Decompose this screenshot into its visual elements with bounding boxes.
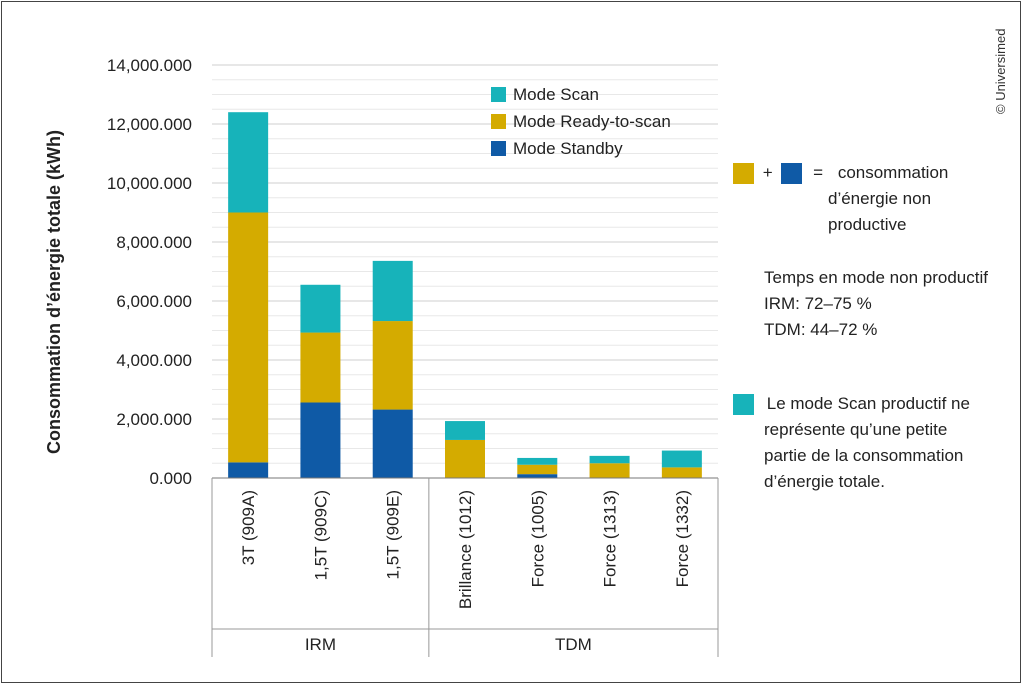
scan-note: Le mode Scan productif ne représente qu’… (733, 391, 970, 495)
time-tdm: TDM: 44–72 % (764, 320, 878, 339)
copyright-text: © Universimed (993, 29, 1008, 114)
x-tick-label: Force (1332) (673, 490, 692, 587)
y-tick-labels: 0.000 2,000.000 4,000.000 6,000.000 8,000.00… (107, 56, 192, 488)
bar-segment-mode-ready-to-scan (372, 321, 413, 410)
legend-swatch (491, 87, 506, 102)
x-tick-labels: 3T (909A) 1,5T (909C) 1,5T (909E) Brillance… (239, 490, 692, 609)
legend-swatch (491, 141, 506, 156)
non-productive-line-3: productive (828, 215, 907, 234)
bar-segment-mode-scan (589, 455, 630, 464)
scan-note-line-1: Le mode Scan productif ne (766, 394, 970, 413)
bar-segment-mode-standby (517, 474, 558, 478)
bar-segment-mode-standby (372, 409, 413, 478)
y-tick-label: 14,000.000 (107, 56, 192, 75)
x-tick-label: Force (1313) (601, 490, 620, 587)
scan-note-line-2: représente qu’une petite (764, 420, 948, 439)
group-label: TDM (555, 635, 592, 654)
x-tick-label: Force (1005) (528, 490, 547, 587)
standby-swatch (781, 163, 803, 185)
bar-segment-mode-ready-to-scan (517, 464, 558, 475)
non-productive-time-note: Temps en mode non productif IRM: 72–75 %… (764, 265, 988, 343)
axes (211, 477, 719, 657)
scan-swatch (733, 394, 754, 416)
non-productive-line-1: consommation (837, 163, 949, 182)
time-irm: IRM: 72–75 % (764, 294, 872, 313)
x-tick-label: 1,5T (909C) (311, 490, 330, 580)
y-tick-label: 2,000.000 (116, 410, 192, 429)
ready-swatch (733, 163, 754, 185)
bar-segment-mode-ready-to-scan (445, 439, 485, 478)
bar-segment-mode-scan (661, 450, 702, 468)
group-label: IRM (305, 635, 336, 654)
y-tick-label: 12,000.000 (107, 115, 192, 134)
non-productive-annotation: + = consommation d’énergie non productiv… (733, 160, 948, 238)
legend-label: Mode Ready-to-scan (513, 112, 671, 131)
category-groups: IRM TDM (305, 635, 592, 654)
legend-label: Mode Standby (513, 139, 623, 158)
bars (228, 112, 702, 478)
y-tick-label: 4,000.000 (116, 351, 192, 370)
scan-note-line-4: d’énergie totale. (764, 472, 885, 491)
legend: Mode Scan Mode Ready-to-scan Mode Standby (491, 85, 671, 158)
time-title: Temps en mode non productif (764, 268, 988, 287)
y-tick-label: 10,000.000 (107, 174, 192, 193)
equals-sign: = (813, 163, 824, 182)
bar-segment-mode-ready-to-scan (661, 467, 702, 478)
bar-segment-mode-ready-to-scan (300, 332, 341, 403)
plus-sign: + (762, 163, 773, 182)
x-tick-label: 3T (909A) (239, 490, 258, 565)
bar-segment-mode-scan (372, 260, 413, 322)
bar-segment-mode-scan (445, 421, 485, 440)
bar-segment-mode-ready-to-scan (589, 463, 630, 478)
bar-segment-mode-scan (228, 112, 269, 213)
gridlines (212, 64, 718, 464)
y-tick-label: 8,000.000 (116, 233, 192, 252)
y-tick-label: 6,000.000 (116, 292, 192, 311)
bar-segment-mode-standby (300, 402, 341, 478)
bar-segment-mode-ready-to-scan (228, 212, 269, 463)
bar-segment-mode-standby (228, 462, 269, 478)
bar-segment-mode-scan (300, 284, 341, 333)
legend-label: Mode Scan (513, 85, 599, 104)
x-tick-label: 1,5T (909E) (384, 490, 403, 579)
scan-note-line-3: partie de la consommation (764, 446, 964, 465)
y-axis-label: Consommation d’énergie totale (kWh) (44, 130, 64, 454)
bar-segment-mode-scan (517, 457, 558, 465)
non-productive-line-2: d’énergie non (828, 189, 932, 208)
x-tick-label: Brillance (1012) (456, 490, 475, 609)
legend-swatch (491, 114, 506, 129)
y-tick-label: 0.000 (149, 469, 192, 488)
